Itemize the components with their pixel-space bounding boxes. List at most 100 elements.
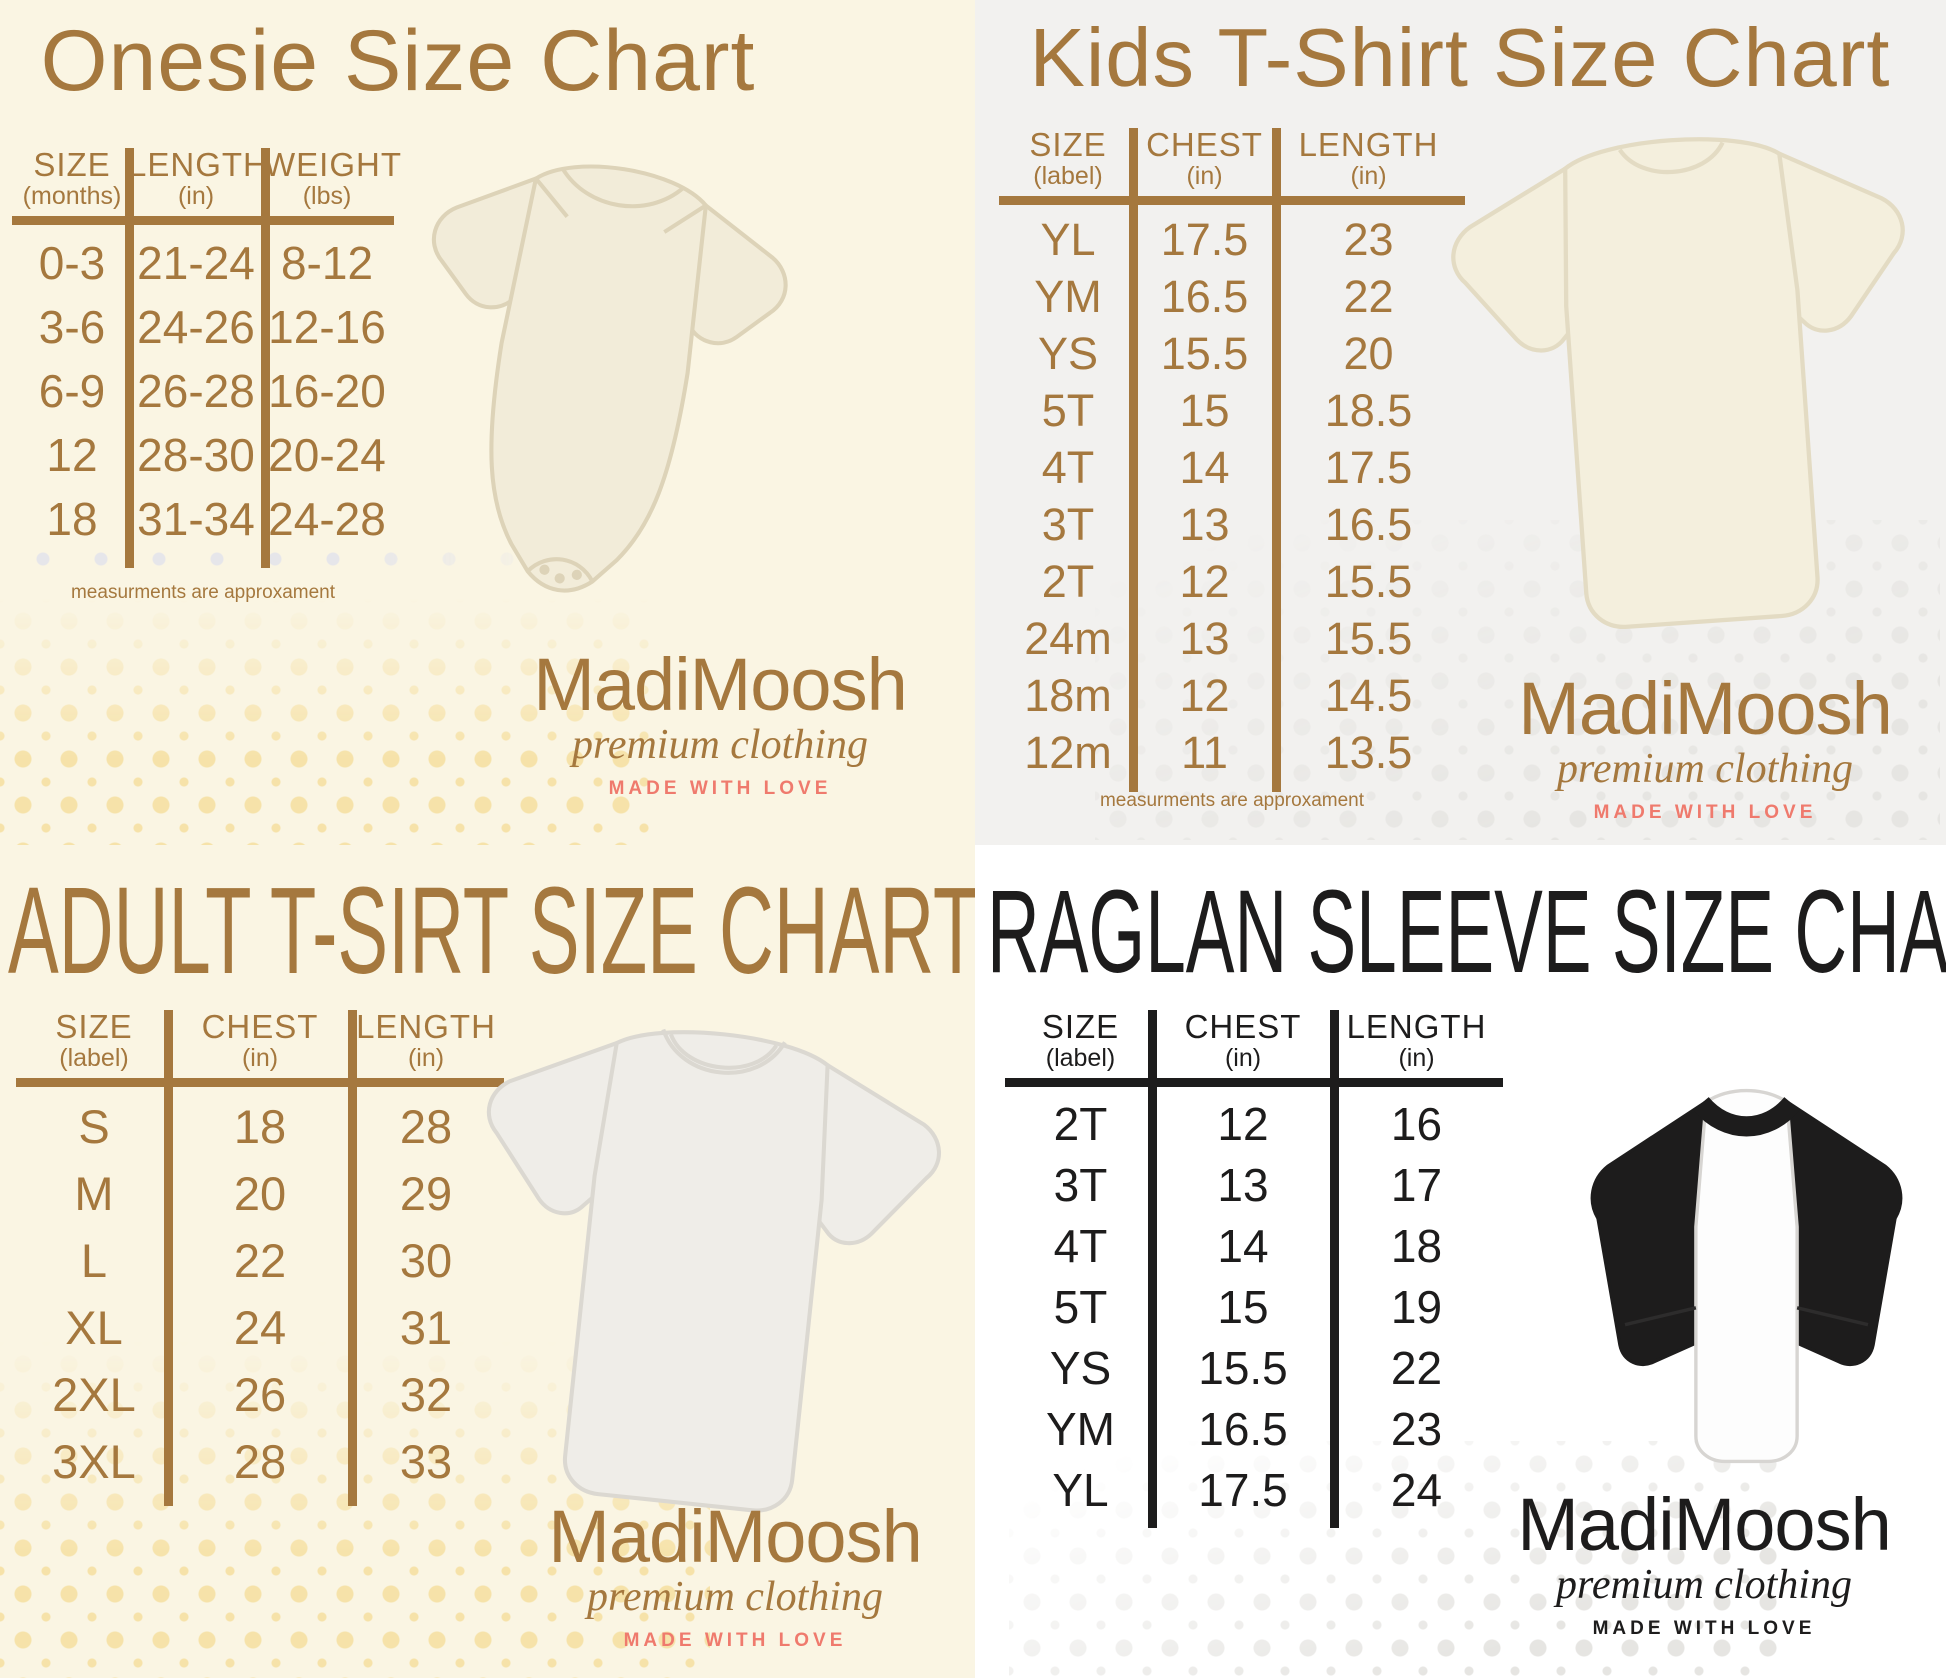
table-divider	[12, 216, 394, 225]
size-value-cell: 5T	[1041, 385, 1095, 436]
column-header-length: LENGTH (in)	[356, 1008, 496, 1072]
table-row: 18m 12 14.5	[1003, 667, 1461, 724]
table-header: SIZE (label) CHEST (in) LENGTH (in)	[1003, 128, 1461, 192]
size-value-cell: 2XL	[52, 1368, 136, 1421]
table-row: 6-9 26-28 16-20	[16, 359, 390, 423]
length-value-cell: 22	[1390, 1341, 1443, 1394]
adult-tshirt-size-table: SIZE (label) CHEST (in) LENGTH (in)	[16, 1010, 504, 1506]
size-value-cell: YM	[1034, 271, 1102, 322]
table-divider	[164, 1010, 173, 1506]
table-row: YL 17.5 24	[1009, 1459, 1499, 1520]
size-value-cell: 2T	[1053, 1097, 1108, 1150]
chest-value-cell: 17.5	[1160, 214, 1249, 265]
table-row: 3-6 24-26 12-16	[16, 295, 390, 359]
column-header-chest: CHEST (in)	[1146, 126, 1263, 190]
table-row: L 22 30	[20, 1227, 500, 1294]
table-divider	[1148, 1010, 1157, 1528]
table-divider	[1129, 128, 1138, 792]
chest-value-cell: 15.5	[1160, 328, 1249, 379]
table-row: 5T 15 18.5	[1003, 382, 1461, 439]
size-value-cell: M	[74, 1167, 114, 1220]
raglan-chart-title: RAGLAN SLEEVE SIZE CHART	[987, 866, 1946, 998]
table-rows: 0-3 21-24 8-12 3-6 24-26 12-16 6-9 26-28…	[16, 225, 390, 551]
length-value-cell: 28	[399, 1100, 453, 1153]
table-divider	[999, 196, 1465, 205]
size-value-cell: XL	[65, 1301, 123, 1354]
adult-tshirt-chart-title: ADULT T-SIRT SIZE CHART	[8, 862, 975, 1001]
raglan-chart-panel: RAGLAN SLEEVE SIZE CHART SIZE (label) CH…	[975, 845, 1946, 1678]
chest-value-cell: 13	[1179, 613, 1230, 664]
table-row: 18 31-34 24-28	[16, 487, 390, 551]
kids-tshirt-chart-title: Kids T-Shirt Size Chart	[1029, 11, 1891, 104]
table-divider	[261, 148, 270, 568]
brand-name: MadiMoosh	[1517, 1483, 1892, 1566]
column-header-chest: CHEST (in)	[201, 1008, 319, 1072]
size-value-cell: 3-6	[38, 301, 106, 353]
chest-value-cell: 14	[1217, 1219, 1269, 1272]
brand-logo: MadiMoosh premium clothing MADE WITH LOV…	[460, 648, 975, 800]
chest-value-cell: 13	[1217, 1158, 1269, 1211]
length-value-cell: 24	[1390, 1463, 1443, 1516]
length-value-cell: 16.5	[1324, 499, 1413, 550]
size-value-cell: 12m	[1024, 727, 1112, 778]
weight-value-cell: 16-20	[268, 365, 386, 417]
brand-tagline: premium clothing	[1556, 1562, 1852, 1608]
weight-value-cell: 20-24	[268, 429, 386, 481]
table-divider	[1330, 1010, 1339, 1528]
table-row: 24m 13 15.5	[1003, 610, 1461, 667]
column-header-length: LENGTH (in)	[128, 146, 268, 210]
table-row: 12m 11 13.5	[1003, 724, 1461, 781]
length-value-cell: 17	[1390, 1158, 1443, 1211]
brand-slogan: MADE WITH LOVE	[623, 1630, 847, 1652]
measurement-disclaimer: measurments are approxament	[1099, 790, 1364, 811]
chest-value-cell: 11	[1181, 727, 1228, 778]
length-value-cell: 31	[399, 1301, 453, 1354]
length-value-cell: 14.5	[1324, 670, 1413, 721]
table-header: SIZE (label) CHEST (in) LENGTH (in)	[20, 1010, 500, 1074]
length-value-cell: 23	[1390, 1402, 1443, 1455]
table-row: 4T 14 17.5	[1003, 439, 1461, 496]
chest-value-cell: 12	[1179, 556, 1230, 607]
brand-logo: MadiMoosh premium clothing MADE WITH LOV…	[1480, 672, 1930, 824]
table-row: M 20 29	[20, 1160, 500, 1227]
length-value-cell: 18.5	[1324, 385, 1413, 436]
weight-value-cell: 12-16	[268, 301, 386, 353]
adult-tshirt-image	[486, 1028, 941, 1513]
length-value-cell: 29	[399, 1167, 453, 1220]
table-row: YS 15.5 20	[1003, 325, 1461, 382]
table-rows: YL 17.5 23 YM 16.5 22 YS 15.5 20	[1003, 205, 1461, 781]
length-value-cell: 31-34	[137, 493, 255, 545]
column-header-size: SIZE (label)	[55, 1008, 133, 1072]
brand-slogan: MADE WITH LOVE	[608, 778, 832, 800]
kids-tshirt-size-table: SIZE (label) CHEST (in) LENGTH (in)	[999, 128, 1465, 792]
size-value-cell: YL	[1052, 1463, 1109, 1516]
chest-value-cell: 26	[233, 1368, 287, 1421]
chest-value-cell: 22	[233, 1234, 287, 1287]
kids-tshirt-image	[1451, 137, 1905, 629]
adult-tshirt-chart-panel: ADULT T-SIRT SIZE CHART SIZE (label) CHE…	[0, 845, 975, 1678]
table-row: YS 15.5 22	[1009, 1337, 1499, 1398]
table-row: S 18 28	[20, 1093, 500, 1160]
size-value-cell: 2T	[1041, 556, 1095, 607]
length-value-cell: 26-28	[137, 365, 255, 417]
table-row: 2T 12 16	[1009, 1093, 1499, 1154]
length-value-cell: 15.5	[1324, 556, 1413, 607]
column-header-size: SIZE (label)	[1041, 1008, 1120, 1072]
size-value-cell: YS	[1037, 328, 1099, 379]
table-row: 2XL 26 32	[20, 1361, 500, 1428]
onesie-chart-title: Onesie Size Chart	[40, 13, 756, 109]
size-value-cell: 3T	[1053, 1158, 1108, 1211]
chest-value-cell: 16.5	[1160, 271, 1249, 322]
chest-value-cell: 15	[1179, 385, 1230, 436]
table-row: 12 28-30 20-24	[16, 423, 390, 487]
chest-value-cell: 16.5	[1198, 1402, 1288, 1455]
brand-slogan: MADE WITH LOVE	[1592, 1618, 1816, 1640]
size-value-cell: 18	[46, 493, 98, 545]
size-value-cell: 4T	[1053, 1219, 1108, 1272]
table-row: 0-3 21-24 8-12	[16, 231, 390, 295]
brand-tagline: premium clothing	[1557, 746, 1853, 792]
length-value-cell: 28-30	[137, 429, 255, 481]
size-value-cell: 5T	[1053, 1280, 1108, 1333]
chest-value-cell: 18	[233, 1100, 287, 1153]
